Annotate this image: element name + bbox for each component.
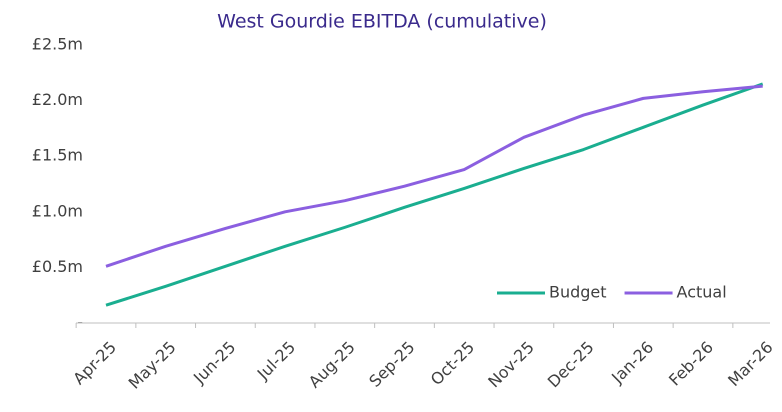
y-tick-label: £0.5m (32, 257, 83, 276)
x-tick-label: Dec-25 (544, 338, 598, 392)
y-tick-label: - (77, 313, 83, 332)
legend-label: Budget (549, 283, 607, 302)
x-tick-label: Apr-25 (69, 338, 120, 389)
y-tick-label: £1.5m (32, 146, 83, 165)
y-tick-label: £2.5m (32, 35, 83, 54)
x-tick-label: Sep-25 (365, 338, 418, 391)
x-tick-label: Oct-25 (427, 338, 478, 389)
y-tick-label: £1.0m (32, 201, 83, 220)
x-tick-label: Nov-25 (484, 338, 538, 392)
x-tick-label: May-25 (125, 338, 180, 393)
x-tick-label: Mar-26 (724, 338, 777, 391)
chart-title: West Gourdie EBITDA (cumulative) (217, 11, 547, 33)
x-tick-label: Aug-25 (305, 338, 359, 392)
x-tick-label: Jul-25 (253, 338, 299, 384)
series-line (105, 82, 764, 307)
legend-label: Actual (677, 283, 727, 302)
series-line (105, 84, 763, 268)
x-tick-label: Feb-26 (665, 338, 717, 390)
x-tick-label: Jun-25 (189, 338, 239, 388)
y-tick-label: £2.0m (32, 90, 83, 109)
x-tick-label: Jan-26 (607, 338, 657, 388)
